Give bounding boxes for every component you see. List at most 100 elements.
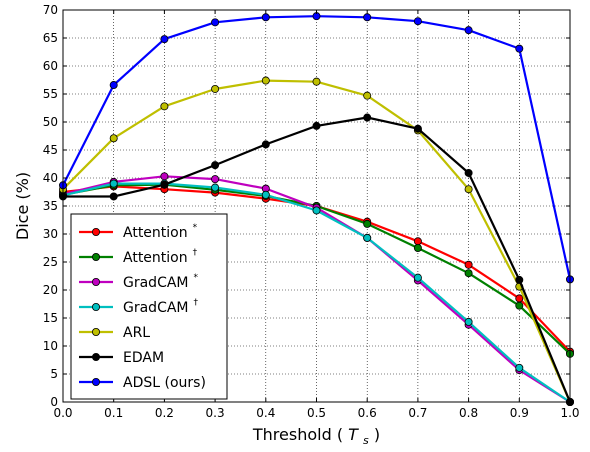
x-tick-label: 0.1 [104,406,123,420]
data-point [109,192,118,201]
y-tick-label: 65 [43,31,58,45]
y-tick-label: 15 [43,311,58,325]
data-point [312,77,321,86]
x-tick-label: 0.4 [256,406,275,420]
legend-marker [92,352,101,361]
x-tick-label: 0.5 [307,406,326,420]
legend-label-superscript: * [193,223,198,233]
x-tick-label: 0.3 [206,406,225,420]
legend-item: GradCAM † [79,298,199,316]
data-point [160,102,169,111]
data-point [261,13,270,22]
legend-label: EDAM [123,350,164,366]
legend-item: ADSL (ours) [79,375,206,391]
y-tick-label: 25 [43,255,58,269]
data-point [464,269,473,278]
data-point [261,190,270,199]
x-tick-label: 0.9 [510,406,529,420]
legend-label: ARL [123,325,150,341]
series-6 [59,113,575,406]
x-tick-label: 0.8 [459,406,478,420]
legend-marker [92,277,101,286]
x-axis-label: Threshold ( T s ) [252,425,380,448]
data-point [515,275,524,284]
legend-item: Attention * [79,223,198,241]
legend-label: Attention [123,250,188,266]
series-lines [59,12,575,406]
data-point [515,44,524,53]
data-point [515,363,524,372]
legend-marker [92,252,101,261]
data-point [160,180,169,189]
data-point [261,76,270,85]
y-tick-label: 5 [50,367,58,381]
data-point [464,168,473,177]
y-tick-label: 70 [43,3,58,17]
data-point [413,124,422,133]
x-axis-label-text: Threshold [252,425,332,444]
data-point [413,17,422,26]
legend-item: Attention † [79,248,198,266]
data-point [211,183,220,192]
data-point [363,91,372,100]
data-point [312,121,321,130]
data-point [211,161,220,170]
data-point [464,260,473,269]
x-axis-label-subscript: s [363,434,369,447]
legend: Attention * Attention † GradCAM * GradCAM † ARL E… [70,213,228,400]
x-tick-label: 0.0 [53,406,72,420]
data-point [109,179,118,188]
data-point [363,113,372,122]
data-point [160,172,169,181]
y-tick-label: 10 [43,339,58,353]
x-tick-label: 0.6 [358,406,377,420]
x-tick-label: 0.7 [408,406,427,420]
data-point [464,317,473,326]
legend-label: Attention [123,225,188,241]
legend-label: GradCAM [123,300,189,316]
legend-label: ADSL (ours) [123,375,206,391]
legend-item: GradCAM * [79,273,199,291]
data-point [464,26,473,35]
legend-marker [92,327,101,336]
y-tick-label: 35 [43,199,58,213]
x-tick-label: 0.2 [155,406,174,420]
legend-label: GradCAM [123,275,189,291]
legend-label-superscript: † [194,298,199,308]
data-point [363,219,372,228]
legend-label-superscript: † [193,248,198,258]
data-point [312,206,321,215]
y-axis-label: Dice (%) [13,172,32,240]
data-point [464,185,473,194]
x-tick-label: 1.0 [560,406,579,420]
legend-marker [92,377,101,386]
legend-marker [92,302,101,311]
y-tick-label: 55 [43,87,58,101]
legend-item: EDAM [79,350,164,366]
data-point [515,294,524,303]
data-point [160,35,169,44]
y-tick-label: 60 [43,59,58,73]
data-point [211,84,220,93]
data-point [413,273,422,282]
data-point [363,233,372,242]
y-tick-label: 0 [50,395,58,409]
y-tick-label: 30 [43,227,58,241]
legend-item: ARL [79,325,150,341]
data-point [109,134,118,143]
data-point [211,18,220,27]
data-point [515,301,524,310]
y-tick-label: 50 [43,115,58,129]
legend-marker [92,227,101,236]
y-tick-label: 40 [43,171,58,185]
data-point [363,13,372,22]
data-point [109,81,118,90]
data-point [261,140,270,149]
data-point [413,237,422,246]
legend-label-superscript: * [194,273,199,283]
data-point [211,175,220,184]
y-tick-label: 45 [43,143,58,157]
x-axis-label-symbol: T [348,425,359,444]
data-point [413,243,422,252]
